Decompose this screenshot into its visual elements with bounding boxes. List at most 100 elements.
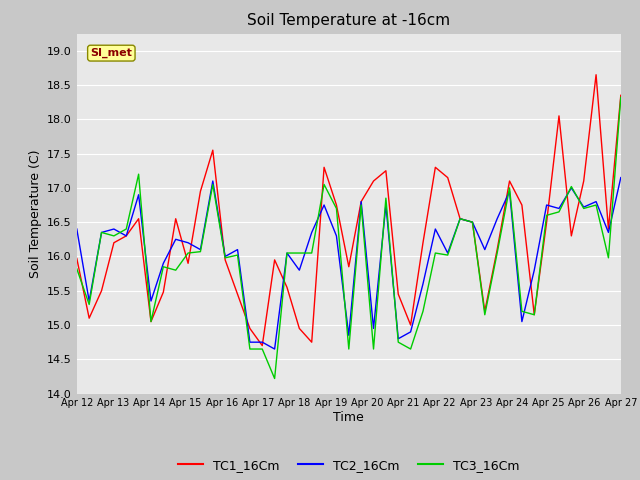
TC1_16Cm [592, 72, 600, 78]
TC1_16Cm [617, 93, 625, 98]
TC3_16Cm [147, 319, 155, 324]
TC2_16Cm [481, 247, 489, 252]
TC3_16Cm [283, 250, 291, 256]
TC3_16Cm [98, 229, 106, 235]
TC1_16Cm [98, 288, 106, 294]
TC2_16Cm [246, 339, 253, 345]
TC3_16Cm [159, 264, 167, 270]
TC2_16Cm [407, 329, 415, 335]
TC1_16Cm [85, 315, 93, 321]
TC2_16Cm [308, 229, 316, 235]
TC1_16Cm [246, 325, 253, 331]
TC3_16Cm [580, 205, 588, 211]
TC3_16Cm [110, 233, 118, 239]
TC3_16Cm [296, 250, 303, 256]
TC3_16Cm [221, 255, 229, 261]
TC1_16Cm [110, 240, 118, 246]
TC2_16Cm [172, 237, 180, 242]
TC2_16Cm [518, 319, 525, 324]
TC1_16Cm [184, 261, 192, 266]
TC3_16Cm [568, 184, 575, 190]
TC2_16Cm [85, 298, 93, 304]
TC1_16Cm [506, 178, 513, 184]
TC2_16Cm [531, 267, 538, 273]
TC3_16Cm [506, 185, 513, 191]
TC2_16Cm [196, 247, 204, 252]
TC1_16Cm [259, 343, 266, 348]
TC2_16Cm [617, 175, 625, 180]
TC1_16Cm [382, 168, 390, 174]
TC2_16Cm [147, 298, 155, 304]
TC3_16Cm [172, 267, 180, 273]
Title: Soil Temperature at -16cm: Soil Temperature at -16cm [247, 13, 451, 28]
TC1_16Cm [431, 165, 439, 170]
TC2_16Cm [283, 250, 291, 256]
Line: TC3_16Cm: TC3_16Cm [77, 97, 621, 379]
TC1_16Cm [296, 325, 303, 331]
TC3_16Cm [444, 252, 452, 258]
TC3_16Cm [370, 346, 378, 352]
TC3_16Cm [234, 252, 241, 258]
TC2_16Cm [122, 233, 130, 239]
TC1_16Cm [345, 264, 353, 270]
TC3_16Cm [135, 171, 143, 177]
TC3_16Cm [555, 209, 563, 215]
TC1_16Cm [333, 202, 340, 208]
TC1_16Cm [370, 178, 378, 184]
TC2_16Cm [605, 229, 612, 235]
TC2_16Cm [543, 202, 550, 208]
TC2_16Cm [419, 281, 427, 287]
TC2_16Cm [555, 205, 563, 211]
TC1_16Cm [357, 199, 365, 204]
TC1_16Cm [568, 233, 575, 239]
TC3_16Cm [592, 202, 600, 208]
TC2_16Cm [493, 216, 501, 222]
TC2_16Cm [221, 253, 229, 259]
TC2_16Cm [444, 250, 452, 256]
TC2_16Cm [580, 204, 588, 210]
TC1_16Cm [456, 216, 464, 222]
TC3_16Cm [85, 301, 93, 307]
TC3_16Cm [259, 346, 266, 352]
TC3_16Cm [320, 181, 328, 187]
TC1_16Cm [283, 285, 291, 290]
TC2_16Cm [394, 336, 402, 342]
TC1_16Cm [531, 312, 538, 318]
TC3_16Cm [468, 219, 476, 225]
TC1_16Cm [196, 189, 204, 194]
TC2_16Cm [73, 226, 81, 232]
TC2_16Cm [568, 185, 575, 191]
TC3_16Cm [543, 213, 550, 218]
TC3_16Cm [333, 205, 340, 211]
TC1_16Cm [271, 257, 278, 263]
Line: TC1_16Cm: TC1_16Cm [77, 75, 621, 346]
TC1_16Cm [320, 165, 328, 170]
TC2_16Cm [184, 240, 192, 246]
TC1_16Cm [407, 322, 415, 328]
TC2_16Cm [456, 216, 464, 222]
TC1_16Cm [493, 247, 501, 252]
TC3_16Cm [345, 346, 353, 352]
TC3_16Cm [357, 202, 365, 208]
TC1_16Cm [580, 178, 588, 184]
TC3_16Cm [308, 250, 316, 256]
TC1_16Cm [159, 289, 167, 295]
TC1_16Cm [135, 216, 143, 222]
TC2_16Cm [159, 261, 167, 266]
TC1_16Cm [444, 175, 452, 180]
TC3_16Cm [493, 250, 501, 256]
TC2_16Cm [345, 333, 353, 338]
TC2_16Cm [592, 199, 600, 204]
TC3_16Cm [73, 266, 81, 272]
TC3_16Cm [122, 226, 130, 232]
X-axis label: Time: Time [333, 411, 364, 424]
TC2_16Cm [370, 325, 378, 331]
TC2_16Cm [271, 346, 278, 352]
TC3_16Cm [605, 255, 612, 261]
TC3_16Cm [617, 95, 625, 100]
TC3_16Cm [431, 250, 439, 256]
TC2_16Cm [209, 178, 216, 184]
TC1_16Cm [221, 257, 229, 263]
TC2_16Cm [431, 226, 439, 232]
TC2_16Cm [259, 339, 266, 345]
